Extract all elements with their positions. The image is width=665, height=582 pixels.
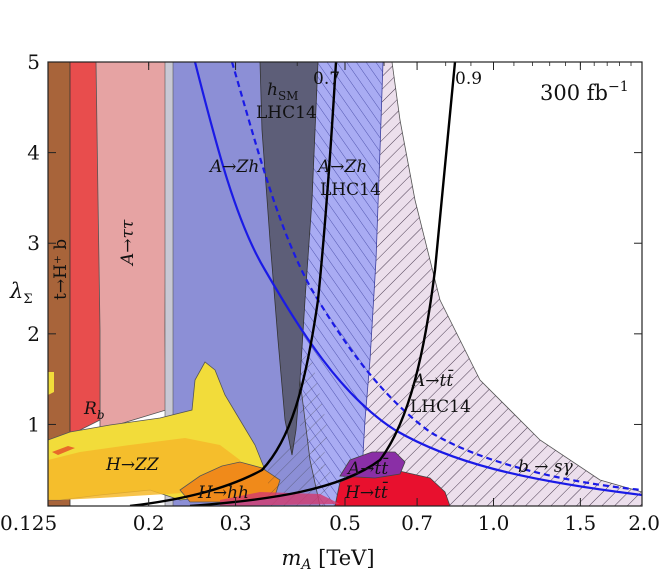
x-tick-label: 0.2 <box>133 511 165 535</box>
x-tick-label: 0.7 <box>401 511 433 535</box>
label-a-zh-lhc14: A→Zh <box>316 157 367 177</box>
x-axis-ticks: 0.125 0.2 0.3 0.5 0.7 1.0 1.5 2.0 <box>0 62 660 535</box>
label-t-hb: t→H⁺ b <box>51 239 71 300</box>
y-tick-label: 1 <box>27 412 40 436</box>
y-tick-label: 4 <box>27 141 40 165</box>
region-rb <box>67 62 101 441</box>
contour-0-9 <box>189 62 457 506</box>
x-tick-label: 1.5 <box>564 511 596 535</box>
x-tick-label: 0.5 <box>329 511 361 535</box>
label-contour-bsg: b → sγ <box>518 457 574 477</box>
y-axis-ticks: 1 2 3 4 5 <box>27 50 642 436</box>
x-tick-label: 1.0 <box>478 511 510 535</box>
label-a-zh-lhc14-b: LHC14 <box>320 180 381 200</box>
label-a-tt: A→tt̄ <box>346 456 389 479</box>
y-tick-label: 2 <box>27 322 40 346</box>
y-tick-label: 3 <box>27 231 40 255</box>
label-h-tt: H→tt̄ <box>344 480 388 503</box>
contour-bsg-solid <box>193 62 642 497</box>
plot-regions <box>48 62 642 506</box>
x-tick-label: 2.0 <box>628 511 660 535</box>
label-hsm: hSM <box>267 80 298 103</box>
y-axis-title: λΣ <box>9 279 33 307</box>
x-tick-label: 0.3 <box>220 511 252 535</box>
label-a-tt-lhc14-b: LHC14 <box>410 397 471 417</box>
label-contour-0-9: 0.9 <box>455 69 482 89</box>
region-t-hb <box>48 62 71 506</box>
label-a-tt-lhc14: A→tt̄ <box>411 368 454 391</box>
x-tick-label: 0.125 <box>0 511 57 535</box>
label-hsm-lhc14: LHC14 <box>256 103 317 123</box>
label-a-zh: A→Zh <box>208 157 259 177</box>
label-h-zz: H→ZZ <box>105 455 160 475</box>
contour-0-7 <box>129 62 338 506</box>
label-contour-0-7: 0.7 <box>313 69 340 89</box>
label-a-tautau: A→ττ <box>118 219 138 267</box>
label-h-hh: H→hh <box>197 483 249 503</box>
x-axis-title: mA [TeV] <box>281 546 374 573</box>
y-tick-label: 5 <box>27 50 40 74</box>
luminosity-label: 300 fb−1 <box>540 79 629 105</box>
